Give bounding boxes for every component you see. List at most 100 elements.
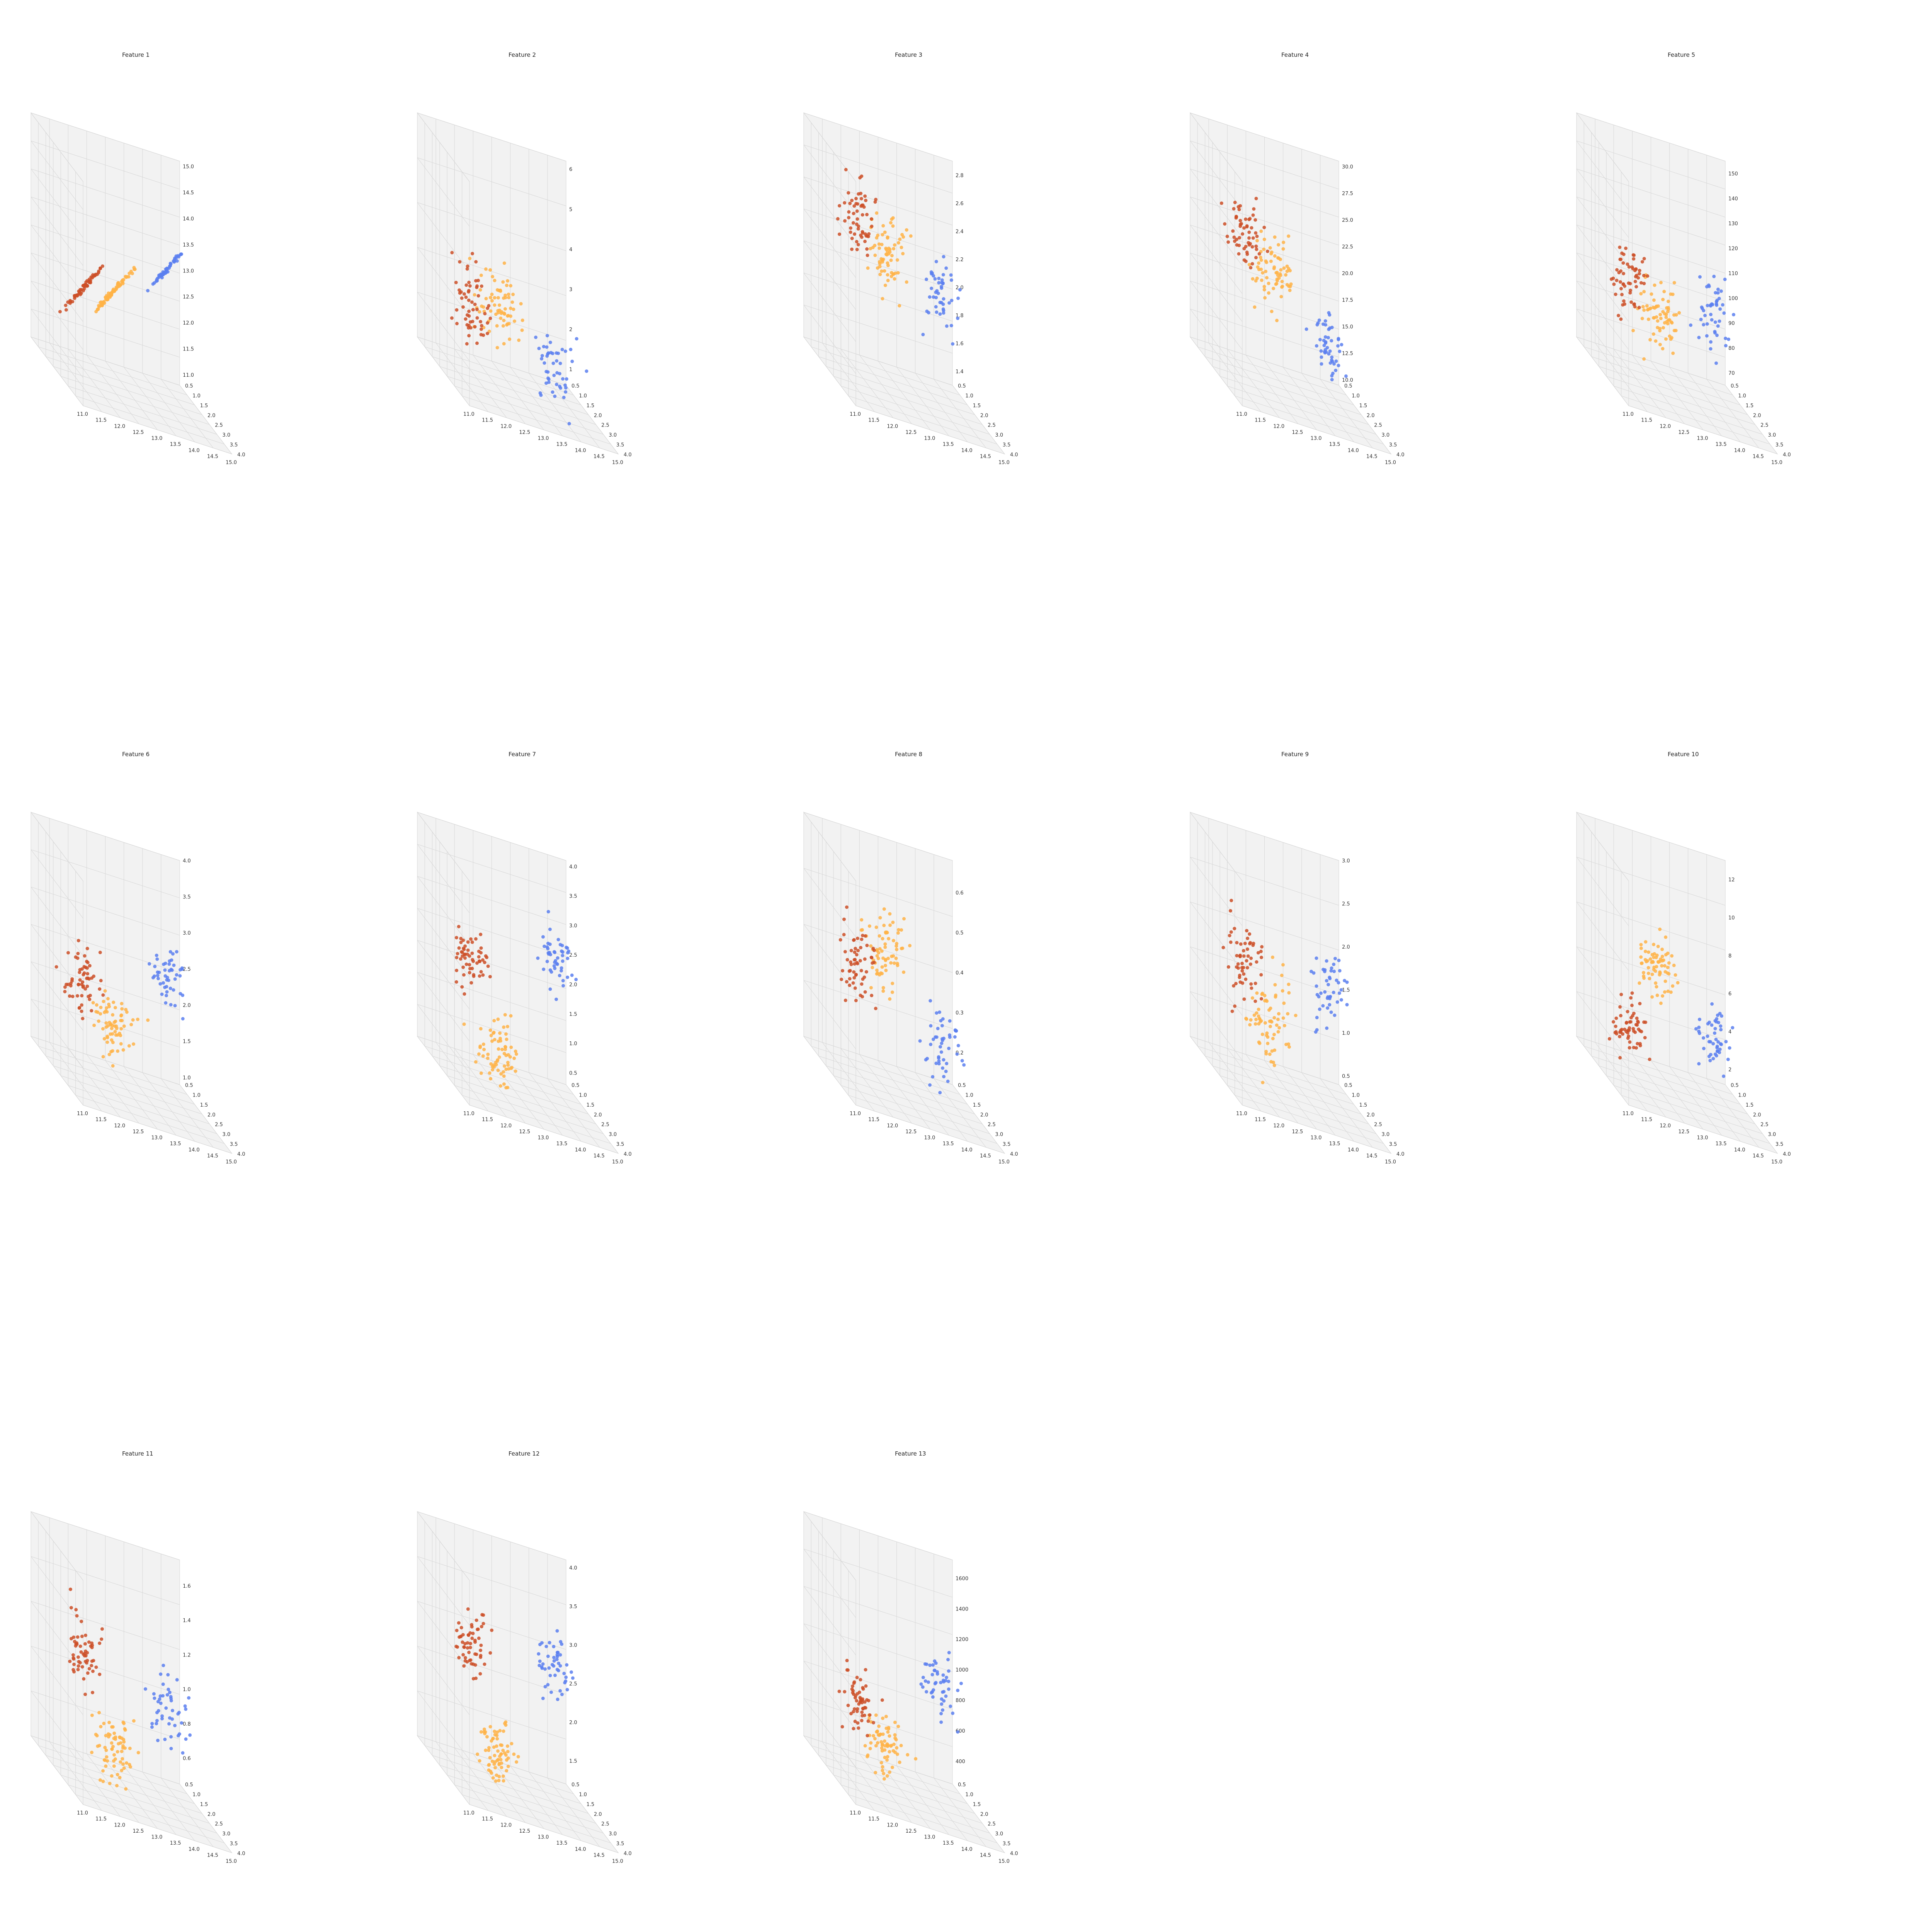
- scatter-point: [1326, 995, 1330, 999]
- z-tick-label: 0.5: [1342, 1074, 1350, 1080]
- scatter-point: [941, 1066, 944, 1070]
- z-tick-label: 0.8: [183, 1721, 191, 1727]
- scatter-point: [878, 246, 881, 250]
- scatter-point: [896, 964, 900, 967]
- scatter-point: [1280, 973, 1284, 977]
- scatter-point: [464, 283, 468, 287]
- scatter-point: [136, 1017, 139, 1021]
- y-tick-label: 2.5: [215, 1122, 223, 1128]
- scatter-point: [1629, 300, 1633, 304]
- scatter-point: [846, 1668, 850, 1672]
- scatter-point: [1242, 226, 1246, 230]
- grid-line: [859, 1753, 912, 1823]
- scatter-point: [64, 308, 68, 312]
- scatter-point: [477, 1052, 481, 1056]
- z-tick-label: 100: [1728, 296, 1738, 301]
- scatter-point: [1274, 271, 1278, 275]
- scatter-point: [1315, 344, 1318, 348]
- scatter-point: [165, 267, 169, 271]
- scatter-point: [879, 1761, 883, 1765]
- scatter-point: [854, 973, 858, 976]
- scatter-point: [902, 970, 906, 974]
- scatter-point: [1237, 207, 1241, 211]
- scatter-point: [86, 972, 90, 976]
- z-tick-label: 4.0: [569, 864, 577, 870]
- scatter-point: [1623, 1027, 1626, 1031]
- scatter-point: [505, 1769, 509, 1773]
- x-tick-label: 12.5: [519, 1129, 530, 1135]
- axes-3d: 11.011.512.012.513.013.514.014.515.00.51…: [417, 112, 632, 466]
- scatter-point: [537, 347, 541, 350]
- scatter-point: [506, 1750, 510, 1753]
- scatter-point: [1285, 283, 1289, 287]
- scatter-point: [478, 1046, 482, 1049]
- y-tick-label: 1.0: [1352, 1092, 1360, 1098]
- scatter-point: [461, 954, 464, 958]
- scatter-point: [480, 1625, 483, 1629]
- scatter-point: [1666, 322, 1670, 326]
- scatter-point: [466, 948, 470, 952]
- scatter-point: [162, 963, 165, 966]
- scatter-point: [467, 281, 471, 284]
- scatter-point: [155, 1711, 159, 1714]
- scatter-point: [541, 1662, 545, 1666]
- scatter-point: [1646, 971, 1650, 975]
- grid-line: [417, 1004, 470, 1073]
- scatter-point: [505, 1758, 509, 1762]
- scatter-point: [113, 1030, 117, 1034]
- scatter-point: [546, 942, 550, 945]
- scatter-point: [500, 1048, 504, 1051]
- scatter-point: [98, 951, 102, 954]
- scatter-point: [122, 1766, 126, 1770]
- scatter-point: [1634, 274, 1638, 277]
- scatter-point: [474, 1653, 478, 1656]
- scatter-point: [78, 288, 82, 292]
- z-tick-label: 1.0: [183, 1075, 191, 1081]
- scatter-point: [156, 976, 160, 980]
- scatter-point: [107, 1053, 111, 1056]
- scatter-point: [118, 1736, 122, 1740]
- scatter-point: [1661, 347, 1665, 350]
- grid-line: [803, 1698, 953, 1747]
- scatter-point: [881, 989, 885, 993]
- grid-line: [1190, 281, 1243, 350]
- grid-line: [1584, 1046, 1733, 1095]
- scatter-point: [80, 1665, 84, 1669]
- scatter-point: [1705, 322, 1709, 326]
- grid-line: [432, 1755, 581, 1804]
- scatter-point: [862, 975, 866, 979]
- scatter-point: [875, 211, 879, 215]
- scatter-point: [120, 1769, 124, 1772]
- x-tick-label: 13.5: [170, 1141, 181, 1147]
- grid-line: [83, 1105, 232, 1154]
- scatter-point: [1243, 942, 1247, 946]
- scatter-point: [110, 1725, 114, 1729]
- scatter-point: [455, 956, 459, 959]
- grid-line: [31, 1735, 83, 1805]
- scatter-point: [898, 237, 902, 241]
- y-tick-label: 2.5: [1374, 423, 1382, 429]
- y-tick-label: 2.5: [601, 423, 609, 429]
- scatter-point: [83, 1654, 87, 1658]
- scatter-point: [548, 987, 552, 991]
- scatter-point: [876, 956, 880, 960]
- scatter-point: [490, 1759, 494, 1763]
- x-tick-label: 14.5: [594, 454, 605, 459]
- y-tick-label: 1.5: [1746, 403, 1754, 409]
- grid-line: [1576, 281, 1629, 350]
- scatter-point: [559, 386, 563, 390]
- scatter-point: [105, 1036, 109, 1039]
- scatter-point: [1257, 267, 1261, 271]
- scatter-point: [1622, 299, 1626, 303]
- scatter-point: [855, 953, 859, 957]
- scatter-point: [1287, 234, 1291, 238]
- scatter-point: [882, 1777, 886, 1781]
- z-tick-label: 1.4: [183, 1618, 191, 1624]
- scatter-point: [878, 934, 881, 938]
- scatter-point: [1244, 977, 1248, 981]
- scatter-point: [1655, 985, 1658, 989]
- scatter-point: [455, 1629, 459, 1633]
- scatter-point: [175, 950, 179, 954]
- scatter-point: [1234, 982, 1238, 985]
- scatter-point: [514, 1049, 517, 1053]
